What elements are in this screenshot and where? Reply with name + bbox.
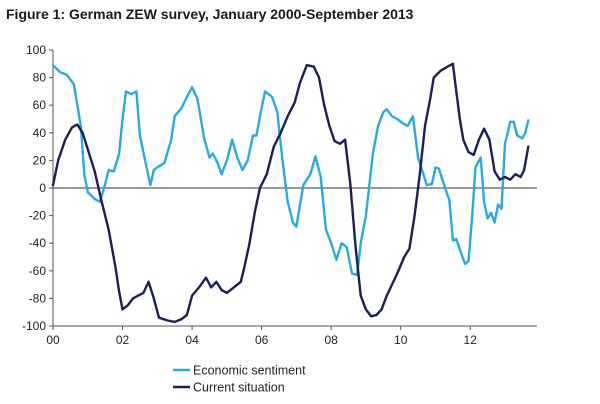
chart-title: Figure 1: German ZEW survey, January 200… xyxy=(6,6,414,22)
legend-label-economic-sentiment: Economic sentiment xyxy=(193,364,306,378)
legend-label-current-situation: Current situation xyxy=(193,381,285,395)
y-tick-label: -20 xyxy=(29,209,47,223)
x-tick-label: 02 xyxy=(116,333,130,347)
series-line-current-situation xyxy=(51,62,530,324)
y-tick-label: 20 xyxy=(33,153,47,167)
y-tick-label: 60 xyxy=(33,98,47,112)
x-tick-label: 04 xyxy=(185,333,199,347)
y-tick-label: -100 xyxy=(22,319,46,333)
y-tick-label: -40 xyxy=(29,236,47,250)
x-tick-label: 00 xyxy=(46,333,60,347)
y-tick-label: 40 xyxy=(33,126,47,140)
x-tick-label: 12 xyxy=(464,333,478,347)
series-line-economic-sentiment xyxy=(51,64,530,277)
y-tick-label: 100 xyxy=(26,43,46,57)
x-tick-label: 08 xyxy=(324,333,338,347)
x-tick-label: 10 xyxy=(394,333,408,347)
y-tick-label: 80 xyxy=(33,71,47,85)
x-tick-label: 06 xyxy=(255,333,269,347)
y-tick-label: 0 xyxy=(39,181,46,195)
y-tick-label: -60 xyxy=(29,264,47,278)
y-tick-label: -80 xyxy=(29,291,47,305)
